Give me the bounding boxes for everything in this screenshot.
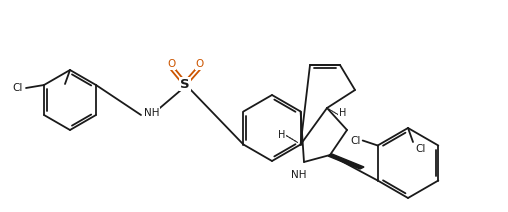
Text: NH: NH	[291, 170, 307, 180]
Text: H: H	[278, 130, 285, 139]
Text: H: H	[339, 108, 346, 118]
Text: Cl: Cl	[415, 144, 425, 154]
Text: O: O	[196, 59, 204, 69]
Text: O: O	[167, 59, 175, 69]
Text: S: S	[180, 78, 190, 91]
Polygon shape	[328, 154, 364, 169]
Text: Cl: Cl	[13, 83, 23, 93]
Text: NH: NH	[144, 108, 160, 118]
Text: Cl: Cl	[351, 135, 361, 145]
